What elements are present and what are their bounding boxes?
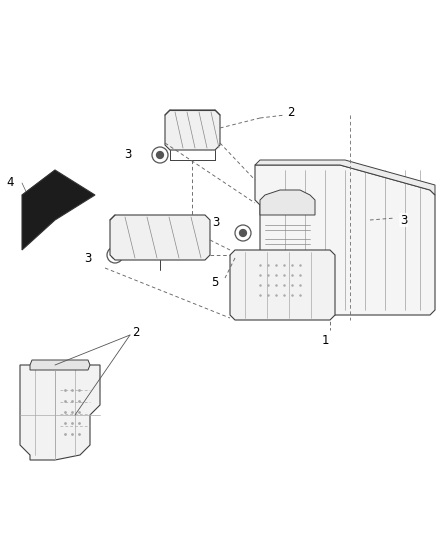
Text: 2: 2 [287,107,294,119]
Polygon shape [165,110,220,150]
Polygon shape [30,360,90,370]
Text: 3: 3 [125,149,132,161]
Text: 3: 3 [212,215,220,229]
Polygon shape [260,190,315,215]
Text: 4: 4 [7,176,14,190]
Polygon shape [22,170,95,250]
Polygon shape [20,365,100,460]
Text: 1: 1 [321,334,329,346]
Circle shape [402,262,408,268]
Circle shape [156,151,163,158]
Text: 3: 3 [85,252,92,264]
Text: 2: 2 [132,327,139,340]
Polygon shape [255,165,435,315]
Circle shape [240,230,247,237]
Text: 3: 3 [400,214,407,227]
Text: 5: 5 [211,276,218,288]
Polygon shape [110,215,210,260]
Circle shape [112,252,119,259]
Polygon shape [255,160,435,195]
Polygon shape [230,250,335,320]
